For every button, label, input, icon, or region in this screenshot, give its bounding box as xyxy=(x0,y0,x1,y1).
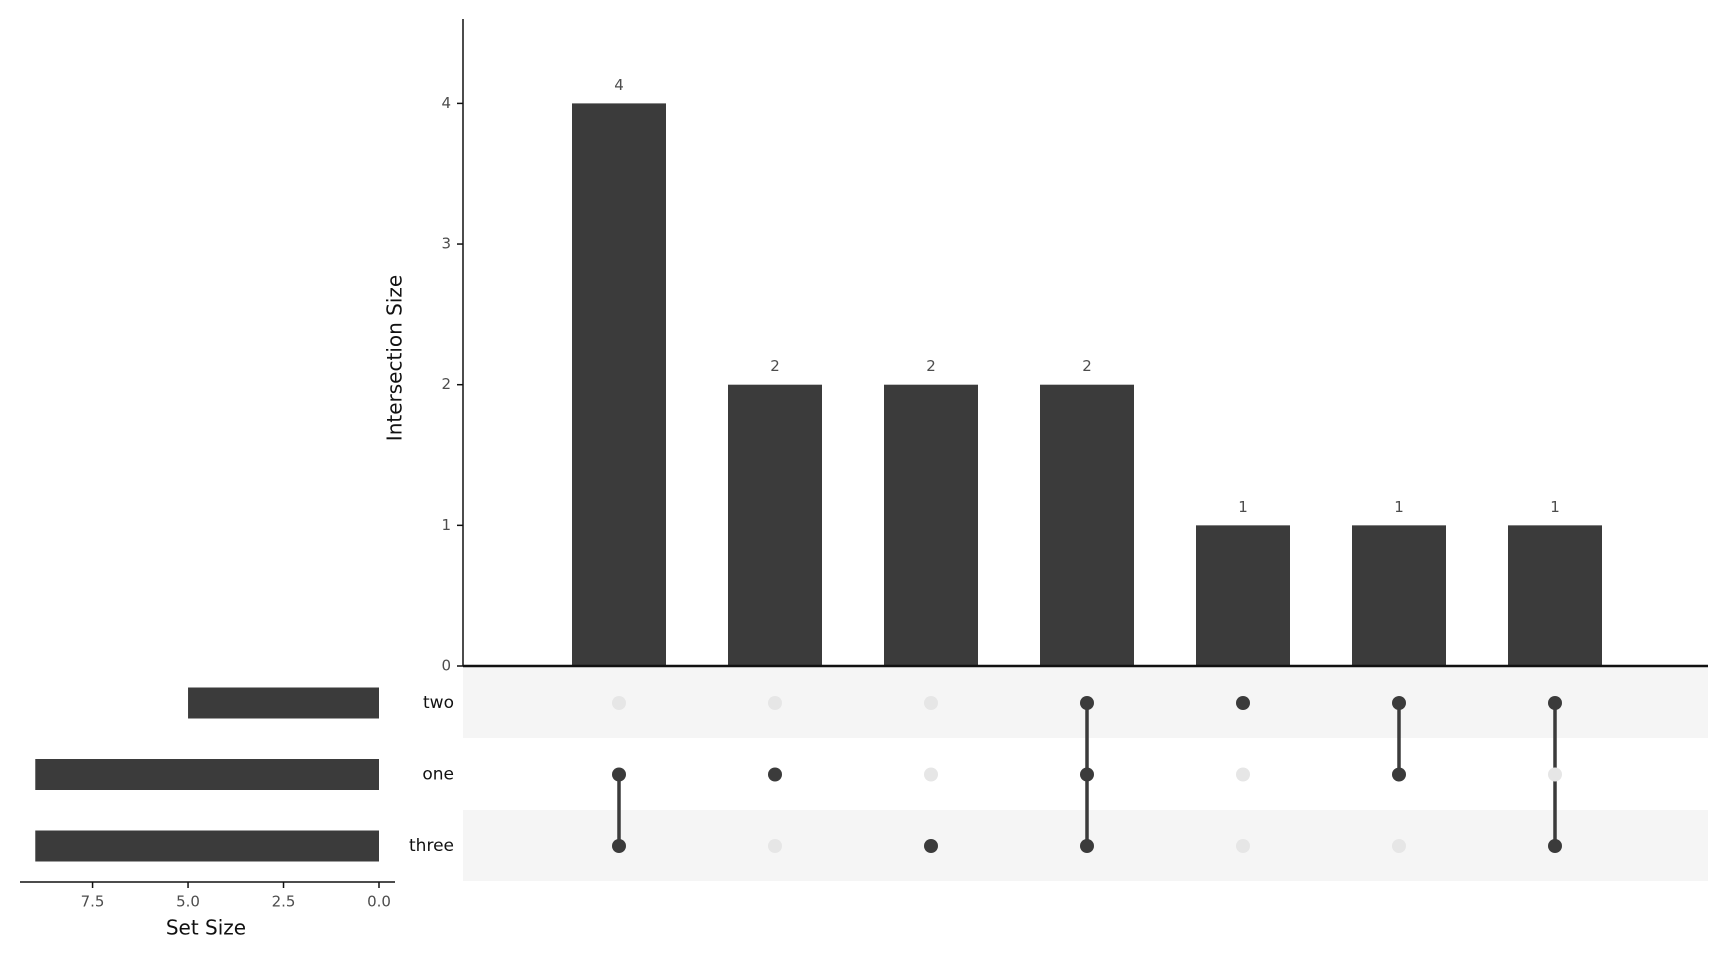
y-tick-label: 1 xyxy=(441,516,451,534)
set-bar xyxy=(188,687,379,719)
matrix-dot xyxy=(1080,696,1094,710)
matrix-dot xyxy=(1392,696,1406,710)
set-label: two xyxy=(423,693,454,713)
matrix-dot xyxy=(1548,839,1562,853)
set-label: three xyxy=(409,836,454,856)
matrix-dot xyxy=(612,767,626,782)
value-label: 1 xyxy=(1238,498,1248,516)
value-label: 2 xyxy=(770,357,780,375)
y-tick-label: 4 xyxy=(441,94,451,112)
x-tick-label: 0.0 xyxy=(367,893,391,911)
bar xyxy=(1508,525,1602,666)
x-tick-label: 7.5 xyxy=(81,893,105,911)
x-tick-label: 2.5 xyxy=(272,893,296,911)
matrix-dot xyxy=(768,839,782,853)
y-tick-label: 2 xyxy=(441,375,451,393)
bar xyxy=(1352,525,1446,666)
bar xyxy=(572,103,666,667)
y-tick-label: 0 xyxy=(441,657,451,675)
matrix-dot xyxy=(768,696,782,710)
bar xyxy=(1196,525,1290,666)
matrix-dot xyxy=(1236,839,1250,853)
value-label: 1 xyxy=(1550,498,1560,516)
matrix-dot xyxy=(924,839,938,853)
y-tick-label: 3 xyxy=(441,235,451,253)
matrix-dot xyxy=(924,767,938,782)
value-label: 2 xyxy=(926,357,936,375)
value-label: 2 xyxy=(1082,357,1092,375)
matrix-dot xyxy=(1236,767,1250,782)
bar xyxy=(728,384,822,666)
matrix-dot xyxy=(768,767,782,782)
matrix-dot xyxy=(924,696,938,710)
set-bar xyxy=(35,759,379,790)
matrix-dot xyxy=(1548,696,1562,710)
matrix-dot xyxy=(612,839,626,853)
matrix-dot xyxy=(612,696,626,710)
y-axis-label: Intersection Size xyxy=(383,275,407,441)
set-label: one xyxy=(422,765,454,785)
x-axis-label: Set Size xyxy=(166,916,246,940)
matrix-dot xyxy=(1392,767,1406,782)
matrix-dot xyxy=(1080,767,1094,782)
matrix-dot xyxy=(1392,839,1406,853)
x-tick-label: 5.0 xyxy=(176,893,200,911)
matrix-dot xyxy=(1548,767,1562,782)
value-label: 1 xyxy=(1394,498,1404,516)
set-bar xyxy=(35,830,379,862)
matrix-dot xyxy=(1080,839,1094,853)
value-label: 4 xyxy=(614,76,624,94)
matrix-dot xyxy=(1236,696,1250,710)
bar xyxy=(884,384,978,666)
bar xyxy=(1040,384,1134,666)
